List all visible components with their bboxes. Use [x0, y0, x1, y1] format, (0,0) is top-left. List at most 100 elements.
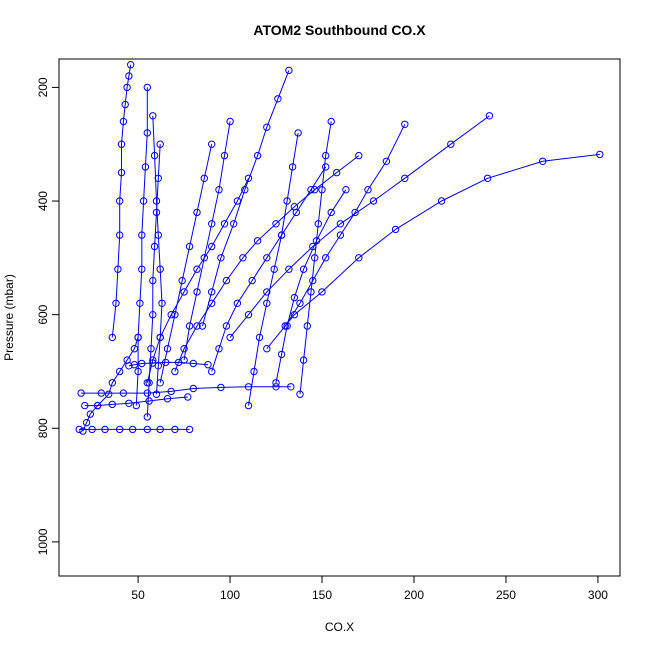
- series-line: [229, 115, 490, 338]
- data-point: [288, 163, 297, 171]
- x-tick-label: 50: [131, 588, 145, 602]
- data-point: [303, 322, 311, 330]
- data-point: [143, 129, 152, 137]
- data-point: [154, 231, 163, 239]
- data-point: [156, 379, 164, 387]
- data-point: [283, 322, 291, 330]
- data-point: [163, 345, 172, 353]
- data-point: [108, 379, 117, 387]
- plot-area: [75, 60, 604, 435]
- data-point: [116, 197, 124, 205]
- data-point: [156, 265, 164, 273]
- data-point: [215, 345, 223, 353]
- data-point: [401, 120, 409, 129]
- profile-series: [244, 129, 302, 410]
- data-point: [208, 367, 216, 376]
- series-line: [174, 155, 360, 372]
- data-point: [189, 359, 198, 368]
- data-point: [217, 383, 225, 392]
- data-point: [139, 197, 148, 205]
- data-point: [121, 100, 129, 109]
- data-point: [193, 265, 201, 273]
- data-point: [116, 425, 124, 434]
- data-point: [189, 384, 198, 393]
- data-point: [299, 265, 308, 273]
- data-point: [130, 361, 139, 369]
- y-axis: 200 400 600 800 1000: [36, 77, 59, 555]
- profile-series: [143, 174, 253, 387]
- data-point: [222, 322, 231, 330]
- data-point: [208, 140, 216, 148]
- series-line: [202, 70, 290, 327]
- data-point: [150, 151, 159, 160]
- data-point: [244, 311, 253, 319]
- data-point: [163, 395, 172, 403]
- data-point: [208, 288, 216, 296]
- profile-series: [208, 163, 330, 376]
- data-point: [156, 333, 164, 342]
- data-point: [134, 367, 142, 376]
- data-point: [281, 322, 289, 330]
- data-point: [250, 367, 258, 376]
- profile-series: [77, 383, 295, 397]
- data-point: [222, 276, 231, 285]
- data-point: [226, 117, 234, 126]
- data-point: [263, 288, 271, 296]
- data-point: [318, 186, 326, 194]
- data-point: [156, 425, 164, 434]
- profile-series: [198, 66, 293, 330]
- data-point: [143, 83, 152, 92]
- data-point: [119, 389, 128, 397]
- y-tick-label: 600: [36, 304, 50, 324]
- data-point: [241, 186, 249, 194]
- x-tick-label: 100: [220, 588, 240, 602]
- data-point: [342, 186, 350, 194]
- data-point: [263, 345, 271, 353]
- data-point: [285, 66, 293, 75]
- series-line: [275, 189, 347, 383]
- series-line: [111, 64, 132, 338]
- profile-series: [81, 393, 192, 410]
- data-point: [171, 367, 179, 376]
- data-point: [143, 413, 152, 421]
- x-tick-label: 250: [496, 588, 516, 602]
- data-point: [292, 208, 300, 217]
- data-point: [253, 151, 262, 160]
- data-point: [322, 163, 330, 171]
- data-point: [147, 345, 155, 353]
- profile-series: [132, 83, 152, 410]
- data-point: [130, 345, 139, 353]
- profile-series: [281, 120, 409, 330]
- data-point: [244, 401, 253, 410]
- data-point: [152, 390, 161, 398]
- data-point: [125, 362, 133, 370]
- data-point: [283, 197, 291, 205]
- data-point: [204, 361, 212, 369]
- data-point: [277, 350, 286, 359]
- data-point: [327, 208, 335, 217]
- data-point: [272, 379, 280, 387]
- data-point: [154, 362, 163, 370]
- data-point: [82, 418, 91, 427]
- data-point: [307, 186, 315, 194]
- data-point: [81, 401, 89, 410]
- data-point: [272, 220, 280, 228]
- data-point: [437, 197, 446, 205]
- profile-series: [226, 112, 494, 342]
- data-point: [307, 288, 315, 296]
- data-point: [233, 299, 242, 307]
- data-point: [180, 356, 188, 364]
- data-point: [185, 242, 194, 251]
- data-point: [208, 220, 216, 228]
- data-point: [156, 140, 164, 148]
- data-point: [248, 276, 256, 285]
- x-tick-label: 200: [404, 588, 424, 602]
- x-axis: 50 100 150 200 250 300: [131, 576, 608, 602]
- data-point: [108, 400, 117, 409]
- data-point: [184, 393, 192, 401]
- data-point: [253, 237, 262, 245]
- data-point: [200, 254, 209, 262]
- x-axis-label: CO.X: [325, 620, 354, 634]
- data-point: [128, 425, 137, 434]
